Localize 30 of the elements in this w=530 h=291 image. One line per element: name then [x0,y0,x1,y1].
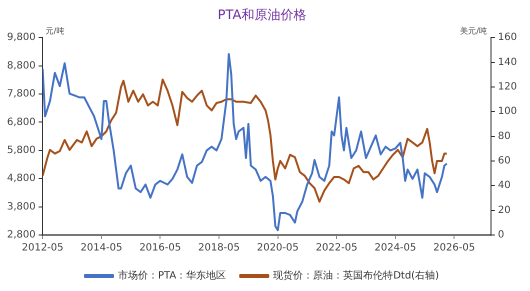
x-tick-label: 2024-05 [374,242,416,254]
y2-tick-label: 0 [498,230,504,241]
y2-tick-label: 120 [498,82,518,93]
y-tick-label: 4,800 [6,173,36,184]
y2-tick-label: 160 [498,32,518,44]
x-tick-label: 2014-05 [80,242,122,254]
y2-tick-label: 140 [498,56,518,68]
y-axis-title: 元/吨 [46,26,64,36]
legend-label: 现货价：原油：英国布伦特Dtd(右轴) [273,270,440,282]
y-tick-label: 5,800 [6,144,36,156]
y-tick-label: 8,800 [6,60,36,72]
x-tick-label: 2026-05 [433,242,476,254]
x-tick-label: 2018-05 [198,242,240,254]
y2-axis-title: 美元/吨 [460,26,487,36]
x-tick-label: 2012-05 [22,242,64,254]
y-tick-label: 9,800 [6,32,36,44]
legend-label: 市场价：PTA：华东地区 [118,270,226,282]
x-tick-label: 2016-05 [139,242,182,254]
y-tick-label: 2,800 [6,230,36,241]
y2-tick-label: 20 [498,204,511,216]
y-tick-label: 3,800 [6,201,36,212]
y2-tick-label: 100 [498,106,518,118]
y-tick-label: 6,800 [6,116,36,128]
y2-tick-label: 40 [498,180,511,192]
y2-tick-label: 60 [498,156,511,167]
y2-tick-label: 80 [498,130,511,142]
x-tick-label: 2022-05 [316,242,358,254]
y-tick-label: 7,800 [6,88,36,100]
chart-title: PTA和原油价格 [218,8,306,24]
x-tick-label: 2020-05 [256,242,299,254]
